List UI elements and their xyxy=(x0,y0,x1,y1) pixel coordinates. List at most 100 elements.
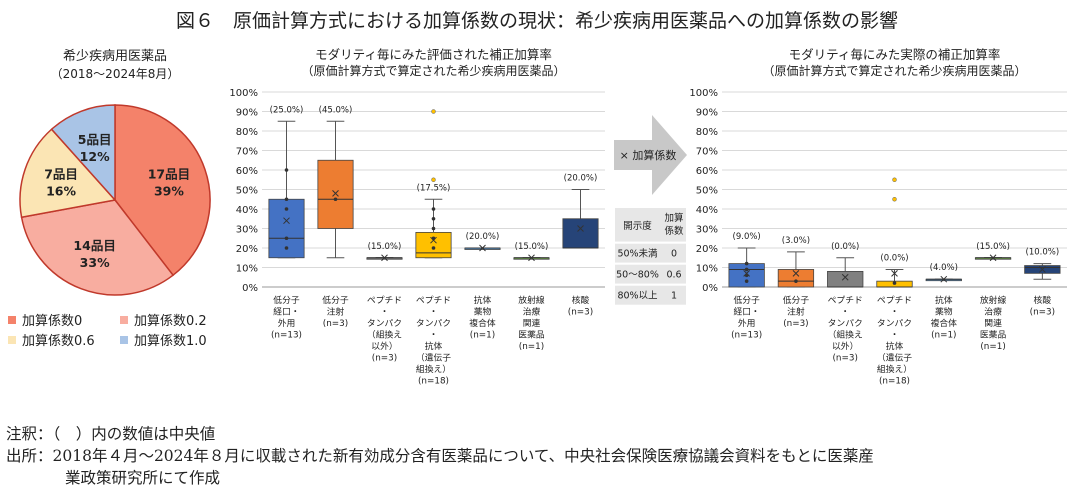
category-label: 治療 xyxy=(984,306,1002,318)
box xyxy=(415,231,452,259)
mean-marker xyxy=(989,254,997,262)
y-tick-label: 90% xyxy=(236,108,258,119)
y-tick-label: 50% xyxy=(236,186,258,197)
data-point xyxy=(284,207,289,211)
category-label: タンパク xyxy=(828,318,863,329)
category-label: タンパク xyxy=(877,318,912,329)
mean-marker xyxy=(841,273,849,281)
mean-marker xyxy=(283,217,290,225)
legend-label: 加算係数0.2 xyxy=(134,314,207,329)
mean-marker xyxy=(332,190,339,197)
outlier-point xyxy=(892,177,897,182)
y-tick-label: 30% xyxy=(696,225,718,236)
category-label: 低分子 xyxy=(733,294,760,306)
category-label: (n=3) xyxy=(783,319,808,329)
table-cell: 0.6 xyxy=(666,270,681,281)
y-tick-label: 60% xyxy=(696,166,718,177)
legend-swatch xyxy=(8,336,16,344)
chart-title: モダリティ毎にみた評価された補正加算率 xyxy=(315,47,552,62)
median-label: (0.0%) xyxy=(880,253,908,263)
category-label: ペプチド xyxy=(367,295,402,306)
data-point xyxy=(333,197,338,202)
category-label: 抗体 xyxy=(425,340,443,352)
mean-marker xyxy=(430,236,437,244)
category-label: (n=1) xyxy=(931,331,956,341)
median-label: (45.0%) xyxy=(319,105,353,115)
category-label: 経口・ xyxy=(733,306,759,318)
mean-marker xyxy=(577,225,584,232)
category-label: 医薬品 xyxy=(518,329,545,341)
median-label: (17.5%) xyxy=(417,183,451,193)
data-point xyxy=(284,168,289,172)
category-label: （遺伝子 xyxy=(877,352,912,364)
chart-subtitle: （原価計算方式で算定された希少疾病用医薬品） xyxy=(762,63,1026,78)
category-label: (n=3) xyxy=(1030,308,1055,318)
pie-slice-pct: 16% xyxy=(46,184,76,199)
figure-canvas: 希少疾病用医薬品（2018～2024年8月）17品目39%14品目33%7品目1… xyxy=(8,47,1067,387)
pie-slice-label: 17品目 xyxy=(148,167,190,182)
box xyxy=(827,270,864,288)
category-label: ・ xyxy=(380,308,389,318)
median-label: (25.0%) xyxy=(270,105,304,115)
mean-marker xyxy=(528,254,535,262)
legend-swatch xyxy=(120,316,128,324)
category-label: 放射線 xyxy=(518,294,545,306)
median-label: (15.0%) xyxy=(515,242,549,252)
category-label: (n=3) xyxy=(372,354,397,364)
category-label: 以外） xyxy=(832,340,858,352)
category-label: (n=1) xyxy=(980,342,1005,352)
table-cell: 80%以上 xyxy=(617,291,658,302)
pie-title: 希少疾病用医薬品 xyxy=(63,49,167,64)
category-label: 治療 xyxy=(523,306,541,318)
median-label: (10.0%) xyxy=(1026,248,1060,258)
category-label: 複合体 xyxy=(931,317,958,329)
y-tick-label: 60% xyxy=(236,166,258,177)
pie-slice-pct: 12% xyxy=(80,149,110,164)
category-label: 外用 xyxy=(738,317,756,329)
category-label: （遺伝子 xyxy=(416,352,451,364)
y-tick-label: 70% xyxy=(236,147,258,158)
category-label: 薬物 xyxy=(474,306,492,318)
category-label: 核酸 xyxy=(1034,294,1052,306)
table-cell: 0 xyxy=(671,249,677,260)
mean-marker xyxy=(479,244,486,252)
category-label: 放射線 xyxy=(980,294,1007,306)
mean-marker xyxy=(381,254,388,262)
data-point xyxy=(744,261,749,266)
data-point xyxy=(744,267,749,272)
data-point xyxy=(284,197,289,202)
mean-marker xyxy=(792,269,800,277)
legend-label: 加算係数1.0 xyxy=(134,334,207,349)
y-tick-label: 20% xyxy=(236,244,258,255)
table-cell: 50%未満 xyxy=(617,248,658,260)
data-point xyxy=(744,279,749,283)
y-tick-label: 90% xyxy=(696,108,718,119)
category-label: タンパク xyxy=(416,318,451,329)
box xyxy=(317,159,354,229)
table-cell: 1 xyxy=(671,291,677,302)
data-point xyxy=(431,236,436,241)
figure-title: 図６ 原価計算方式における加算係数の現状：希少疾病用医薬品への加算係数の影響 xyxy=(175,10,898,32)
y-tick-label: 80% xyxy=(696,127,718,138)
y-tick-label: 40% xyxy=(236,205,258,216)
y-tick-label: 50% xyxy=(696,186,718,197)
category-label: 低分子 xyxy=(273,294,300,306)
category-label: タンパク xyxy=(367,318,402,329)
pie-slice-label: 14品目 xyxy=(73,238,115,253)
legend-swatch xyxy=(8,316,16,324)
pie-slice xyxy=(19,128,117,219)
category-label: 複合体 xyxy=(469,317,496,329)
chart-title: モダリティ毎にみた実際の補正加算率 xyxy=(789,47,1001,62)
median-label: (4.0%) xyxy=(930,263,958,273)
median-label: (20.0%) xyxy=(466,232,500,242)
median-label: (15.0%) xyxy=(976,242,1010,252)
category-label: 組換え） xyxy=(877,363,912,375)
legend-swatch xyxy=(120,336,128,344)
legend-label: 加算係数0.6 xyxy=(22,334,95,349)
category-label: 注射 xyxy=(327,306,345,318)
category-label: (n=1) xyxy=(519,342,544,352)
data-point xyxy=(431,246,436,250)
category-label: 注射 xyxy=(787,306,805,318)
pie-slice xyxy=(20,199,175,296)
category-label: 外用 xyxy=(278,317,296,329)
